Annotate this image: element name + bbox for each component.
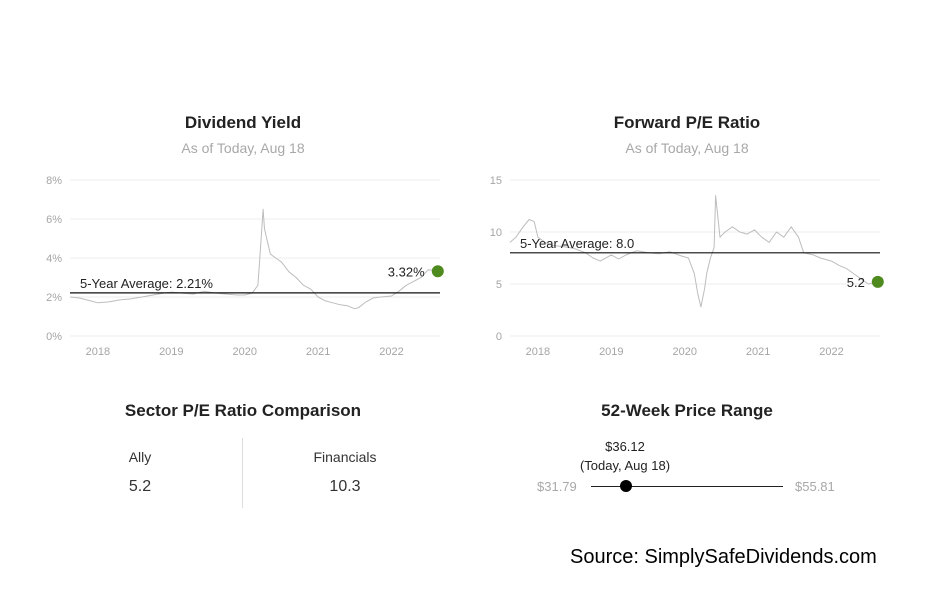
sector-comparison-title: Sector P/E Ratio Comparison	[124, 401, 362, 420]
comparison-divider	[242, 438, 243, 508]
pe-x-tick-label: 2022	[819, 346, 843, 358]
dy-current-label: 3.32%	[388, 264, 425, 279]
pe-y-tick-label: 5	[496, 279, 502, 291]
dy-current-dot	[431, 265, 444, 278]
pe-current-dot	[871, 275, 884, 288]
ally-pe-value: 5.2	[128, 478, 152, 495]
dy-y-tick-label: 0%	[46, 331, 62, 343]
pe-y-tick-label: 10	[490, 227, 502, 239]
dividend-yield-title: Dividend Yield	[184, 113, 302, 132]
dy-y-tick-label: 6%	[46, 214, 62, 226]
dividend-yield-subtitle: As of Today, Aug 18	[181, 140, 305, 156]
dy-series-line	[69, 208, 438, 310]
pe-average-label: 5-Year Average: 8.0	[520, 236, 634, 251]
forward-pe-chart: 0 5 10 15 2018 2019 2020 2021 2022 5-Year Average…	[490, 175, 884, 358]
range-track	[591, 486, 783, 487]
dy-x-tick-label: 2021	[306, 346, 330, 358]
dy-x-tick-label: 2022	[379, 346, 403, 358]
pe-x-tick-label: 2018	[526, 346, 550, 358]
source-credit: Source: SimplySafeDividends.com	[570, 546, 877, 568]
range-low: $31.79	[537, 479, 577, 494]
dy-x-tick-label: 2019	[159, 346, 183, 358]
current-price: $36.12	[605, 439, 645, 454]
dy-average-label: 5-Year Average: 2.21%	[80, 276, 213, 291]
forward-pe-title: Forward P/E Ratio	[613, 113, 761, 132]
pe-x-tick-label: 2020	[672, 346, 696, 358]
range-high: $55.81	[795, 479, 835, 494]
pe-x-tick-label: 2019	[599, 346, 623, 358]
pe-series-line	[509, 195, 878, 308]
pe-y-tick-label: 15	[490, 175, 502, 187]
financials-label: Financials	[313, 449, 377, 465]
pe-y-tick-label: 0	[496, 331, 502, 343]
range-current-marker	[619, 480, 632, 492]
pe-current-label: 5.2	[847, 275, 865, 290]
ally-label: Ally	[128, 449, 152, 465]
forward-pe-subtitle: As of Today, Aug 18	[625, 140, 749, 156]
financials-pe-value: 10.3	[329, 478, 361, 495]
price-range-title: 52-Week Price Range	[601, 401, 773, 420]
dy-y-tick-label: 4%	[46, 253, 62, 265]
current-price-note: (Today, Aug 18)	[579, 458, 671, 473]
dy-x-tick-label: 2018	[86, 346, 110, 358]
dy-y-tick-label: 2%	[46, 292, 62, 304]
dy-y-tick-label: 8%	[46, 175, 62, 187]
dy-x-tick-label: 2020	[232, 346, 256, 358]
pe-x-tick-label: 2021	[746, 346, 770, 358]
dividend-yield-chart: 0% 2% 4% 6% 8% 2018 2019 2020 2021 2022 5-Year Ave…	[46, 175, 444, 358]
